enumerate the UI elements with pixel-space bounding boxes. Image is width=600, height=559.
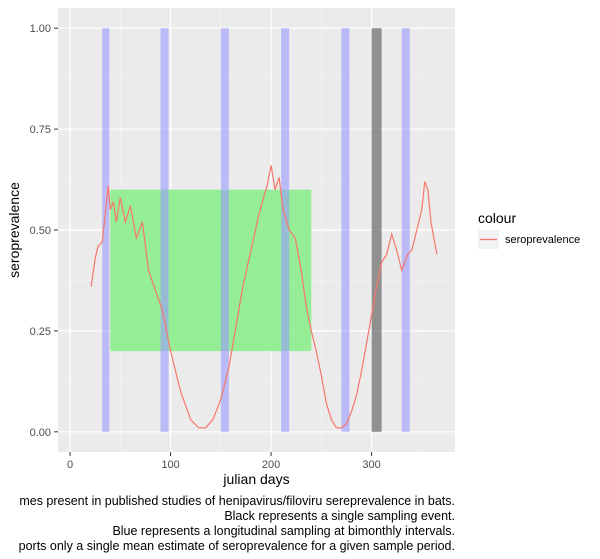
caption-line-1: mes present in published studies of heni… (19, 494, 455, 508)
x-tick-label: 300 (362, 459, 380, 471)
y-axis-title: seroprevalence (6, 182, 22, 278)
bimonthly-sampling-band-1 (102, 28, 110, 432)
single-mean-estimate-rect (110, 189, 312, 352)
y-tick-label: 0.25 (30, 326, 51, 338)
annotation-bands (102, 28, 410, 432)
legend: colour seroprevalence (478, 210, 580, 249)
legend-title: colour (478, 210, 516, 226)
x-axis-title: julian days (222, 471, 289, 487)
bimonthly-sampling-band-3 (220, 28, 229, 432)
caption-line-2: Black represents a single sampling event… (224, 509, 455, 523)
bimonthly-sampling-band-5 (341, 28, 350, 432)
axis-ticks: 0 100 200 300 0.00 0.25 0.50 0.75 1.00 (30, 23, 381, 471)
bimonthly-sampling-band-4 (281, 28, 290, 432)
caption-line-3: Blue represents a longitudinal sampling … (112, 524, 455, 538)
caption-line-4: ports only a single mean estimate of ser… (18, 539, 455, 553)
chart: 0 100 200 300 0.00 0.25 0.50 0.75 1.00 julian da… (6, 8, 580, 487)
y-tick-label: 0.50 (30, 225, 51, 237)
x-tick-label: 100 (161, 459, 179, 471)
x-tick-label: 200 (262, 459, 280, 471)
y-tick-label: 1.00 (30, 23, 51, 35)
y-tick-label: 0.00 (30, 427, 51, 439)
y-tick-label: 0.75 (30, 124, 51, 136)
x-tick-label: 0 (67, 459, 73, 471)
seroprevalence-line (90, 165, 438, 429)
bimonthly-sampling-band-7 (401, 28, 410, 432)
legend-label-seroprevalence: seroprevalence (505, 234, 580, 246)
bimonthly-sampling-band-2 (160, 28, 169, 432)
single-sampling-band (371, 28, 382, 432)
